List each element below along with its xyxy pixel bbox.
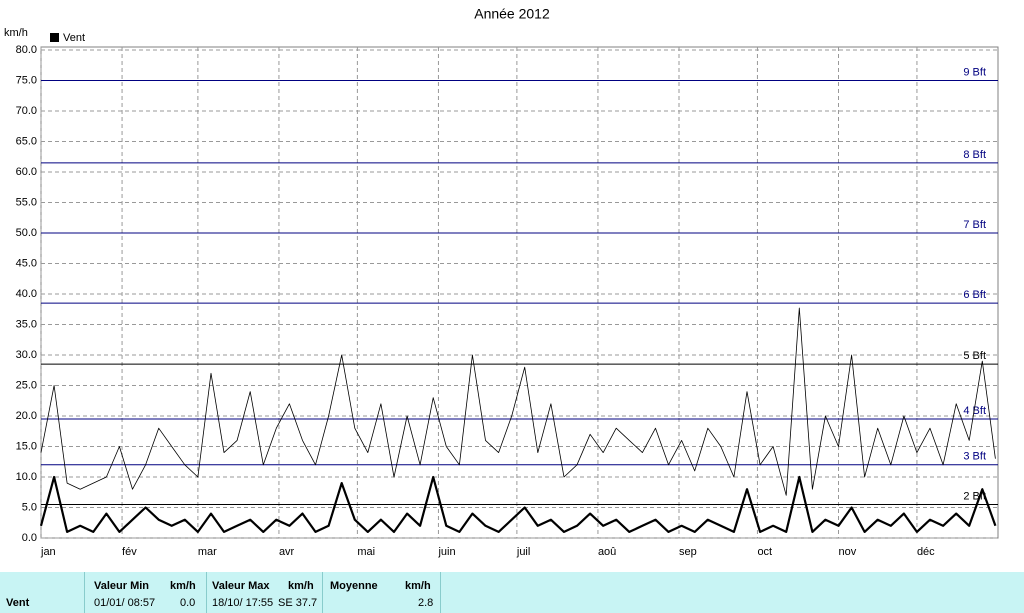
x-tick-label: mar (198, 546, 217, 558)
x-tick-label: oct (757, 546, 772, 558)
x-tick-label: aoû (598, 546, 616, 558)
y-tick-label: 60.0 (16, 166, 37, 178)
x-tick-label: nov (839, 546, 857, 558)
row-label: Vent (6, 597, 30, 609)
separator (440, 572, 441, 613)
header: Valeur Min (94, 580, 150, 592)
y-tick-label: 15.0 (16, 440, 37, 452)
legend-label: Vent (63, 32, 85, 44)
header: Valeur Max (212, 580, 270, 592)
y-tick-label: 5.0 (22, 501, 37, 513)
x-tick-label: fév (122, 546, 137, 558)
y-tick-label: 30.0 (16, 349, 37, 361)
y-tick-label: 40.0 (16, 288, 37, 300)
mean-value: 2.8 (418, 597, 434, 609)
y-tick-label: 80.0 (16, 44, 37, 56)
x-tick-label: déc (917, 546, 935, 558)
max-date: 18/10/ 17:55 (212, 597, 274, 609)
x-tick-label: juil (516, 546, 530, 558)
y-tick-label: 70.0 (16, 105, 37, 117)
y-tick-label: 55.0 (16, 196, 37, 208)
y-unit: km/h (4, 27, 28, 39)
header: Moyenne (330, 580, 378, 592)
chart: Année 2012 km/h Vent 0.0 5.0 10.0 15.0 20.0 2… (4, 6, 999, 558)
header: km/h (288, 580, 314, 592)
x-tick-label: juin (437, 546, 455, 558)
reference-label: 9 Bft (963, 66, 986, 78)
stats-panel: Vent Valeur Min km/h Valeur Max km/h Moy… (0, 572, 1024, 613)
x-tick-label: mai (357, 546, 375, 558)
y-tick-label: 65.0 (16, 135, 37, 147)
y-tick-label: 0.0 (22, 532, 37, 544)
series-line (40, 307, 996, 496)
y-tick-label: 10.0 (16, 471, 37, 483)
header: km/h (405, 580, 431, 592)
header: km/h (170, 580, 196, 592)
y-tick-label: 50.0 (16, 227, 37, 239)
x-tick-label: sep (679, 546, 697, 558)
y-tick-label: 45.0 (16, 257, 37, 269)
y-tick-label: 20.0 (16, 410, 37, 422)
y-tick-label: 25.0 (16, 379, 37, 391)
x-tick-label: avr (279, 546, 295, 558)
reference-label: 7 Bft (963, 219, 986, 231)
y-tick-label: 75.0 (16, 74, 37, 86)
reference-label: 3 Bft (963, 451, 986, 463)
separator (322, 572, 323, 613)
max-value: SE 37.7 (278, 597, 318, 609)
x-tick-label: jan (40, 546, 56, 558)
reference-label: 8 Bft (963, 149, 986, 161)
series-line (39, 475, 997, 533)
legend-swatch (50, 33, 59, 42)
y-tick-label: 35.0 (16, 318, 37, 330)
separator (84, 572, 85, 613)
min-value: 0.0 (180, 597, 196, 609)
min-date: 01/01/ 08:57 (94, 597, 156, 609)
separator (206, 572, 207, 613)
chart-title: Année 2012 (474, 6, 550, 22)
reference-label: 5 Bft (963, 350, 986, 362)
reference-label: 4 Bft (963, 405, 986, 417)
reference-label: 6 Bft (963, 289, 986, 301)
